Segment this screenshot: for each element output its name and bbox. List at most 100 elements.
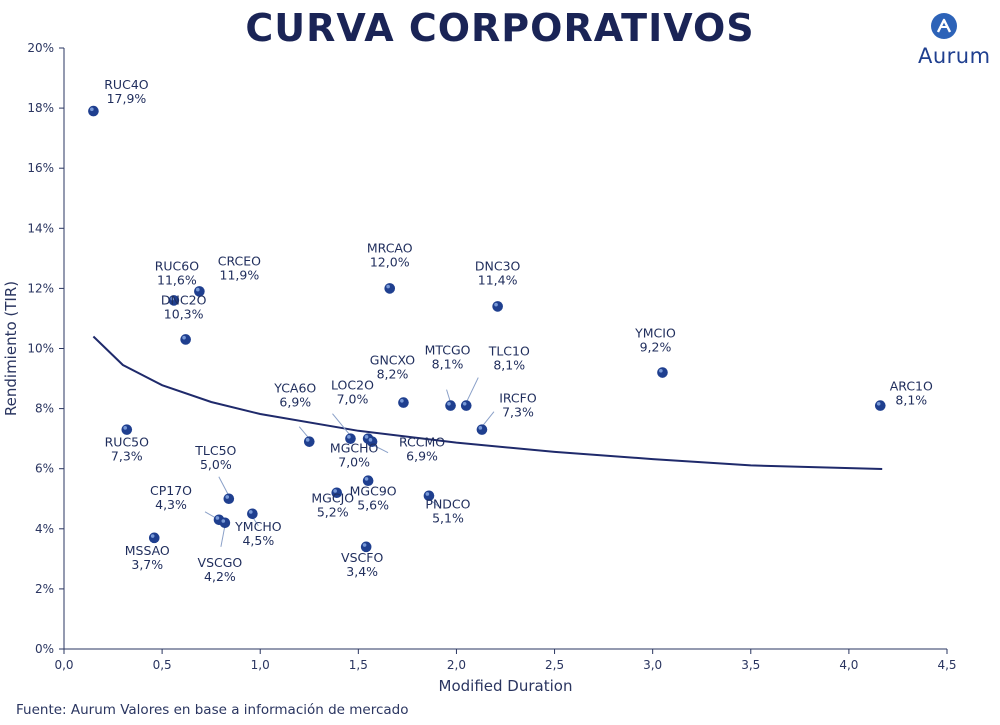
data-point-tlc5o [223, 493, 235, 505]
data-point-gncxo [398, 397, 409, 408]
data-point-highlight [494, 302, 498, 307]
point-value-label: 11,4% [478, 272, 518, 287]
data-point-highlight [90, 107, 94, 112]
leader-line [481, 411, 495, 427]
data-points [88, 105, 886, 553]
trendline-curve [92, 335, 883, 470]
point-name-label: DNC2O [161, 292, 207, 307]
leader-line [218, 476, 230, 496]
point-value-label: 17,9% [107, 91, 147, 106]
x-tick-label: 2,5 [545, 658, 564, 672]
data-point-arc1o [874, 400, 886, 411]
data-point-highlight [248, 510, 253, 514]
y-tick-label: 4% [35, 522, 54, 536]
data-point-ymcio [657, 367, 668, 378]
y-tick-label: 20% [27, 41, 54, 55]
point-value-label: 4,3% [155, 497, 187, 512]
data-point-tlc1o [460, 400, 472, 411]
point-name-label: ARC1O [890, 379, 933, 394]
data-point-highlight [447, 401, 451, 406]
data-point-ruc5o [121, 424, 133, 435]
y-tick-label: 18% [27, 101, 54, 115]
trendline [92, 335, 883, 470]
point-name-label: VSCFO [341, 550, 383, 565]
data-point-ruc4o [88, 105, 99, 117]
aurum-logo-icon [931, 13, 957, 39]
x-tick-label: 4,0 [839, 658, 858, 672]
data-point-yca6o [303, 436, 315, 447]
data-point-highlight [170, 296, 175, 301]
x-tick-label: 3,5 [741, 658, 760, 672]
data-point-highlight [362, 543, 367, 547]
x-tick-label: 0,5 [153, 658, 172, 672]
data-point-mrcao [384, 283, 396, 294]
point-value-label: 3,7% [131, 557, 163, 572]
logo-wordmark: Aurum [918, 44, 991, 68]
data-point-mssao [148, 532, 160, 544]
point-name-label: LOC2O [331, 378, 374, 393]
data-point-dnc3o [492, 301, 503, 312]
data-point-ymcho [247, 508, 258, 520]
data-point-highlight [123, 426, 127, 430]
point-value-label: 8,2% [377, 367, 409, 382]
point-value-label: 7,0% [337, 392, 369, 407]
data-point-highlight [425, 492, 430, 496]
x-tick-label: 4,5 [937, 658, 956, 672]
data-point-highlight [400, 398, 404, 403]
point-value-label: 3,4% [346, 564, 378, 579]
y-tick-label: 8% [35, 402, 54, 416]
point-name-label: GNCXO [370, 353, 416, 368]
point-value-label: 6,9% [279, 395, 311, 410]
point-name-label: IRCFO [499, 391, 537, 406]
point-name-label: TLC5O [194, 443, 236, 458]
x-tick-label: 1,0 [251, 658, 270, 672]
point-value-label: 5,2% [317, 505, 349, 520]
point-value-label: 11,9% [220, 267, 260, 282]
point-value-label: 6,9% [406, 449, 438, 464]
point-value-label: 7,0% [338, 455, 370, 470]
point-name-label: CP17O [150, 483, 192, 498]
data-point-mtcgo [445, 400, 456, 411]
point-value-label: 8,1% [432, 357, 464, 372]
point-name-label: RUC6O [155, 258, 200, 273]
point-name-label: MSSAO [125, 543, 170, 558]
point-value-label: 5,6% [357, 498, 389, 513]
point-name-label: RUC4O [104, 77, 149, 92]
point-value-label: 9,2% [640, 340, 672, 355]
point-value-label: 11,6% [157, 272, 197, 287]
chart-axes: 0% 2% 4% 6% 8% 10% 12% 14% 16% 18% 20% 0,0 0,5 1,0 1,5… [2, 41, 957, 695]
data-point-highlight [386, 284, 390, 289]
x-tick-label: 1,5 [349, 658, 368, 672]
point-name-label: MGCHO [330, 441, 379, 456]
point-name-label: DNC3O [475, 258, 521, 273]
point-name-label: MGC9O [350, 484, 397, 499]
data-point-highlight [368, 438, 373, 442]
point-value-label: 12,0% [370, 254, 410, 269]
data-point-highlight [150, 534, 155, 538]
data-point-highlight [305, 438, 310, 442]
point-value-label: 5,1% [432, 511, 464, 526]
data-point-highlight [462, 401, 467, 406]
data-point-highlight [659, 368, 663, 373]
data-point-highlight [182, 335, 186, 340]
point-value-label: 10,3% [164, 306, 204, 321]
scatter-chart: 0% 2% 4% 6% 8% 10% 12% 14% 16% 18% 20% 0,0 0,5 1,0 1,5… [2, 41, 957, 695]
leader-line [465, 377, 479, 403]
point-value-label: 4,2% [204, 569, 236, 584]
point-value-label: 8,1% [493, 358, 525, 373]
x-tick-label: 2,0 [447, 658, 466, 672]
point-name-label: MGCJO [311, 491, 354, 506]
leader-line [332, 413, 351, 436]
data-point-vscgo [219, 517, 231, 529]
data-point-highlight [347, 435, 351, 439]
data-point-highlight [215, 516, 220, 520]
data-point-highlight [364, 435, 369, 439]
point-value-label: 7,3% [111, 449, 143, 464]
point-value-label: 4,5% [242, 533, 274, 548]
data-point-highlight [876, 401, 881, 406]
point-value-label: 5,0% [200, 457, 232, 472]
point-name-label: YCA6O [273, 381, 316, 396]
point-name-label: RUC5O [105, 435, 150, 450]
data-point-highlight [364, 477, 369, 481]
